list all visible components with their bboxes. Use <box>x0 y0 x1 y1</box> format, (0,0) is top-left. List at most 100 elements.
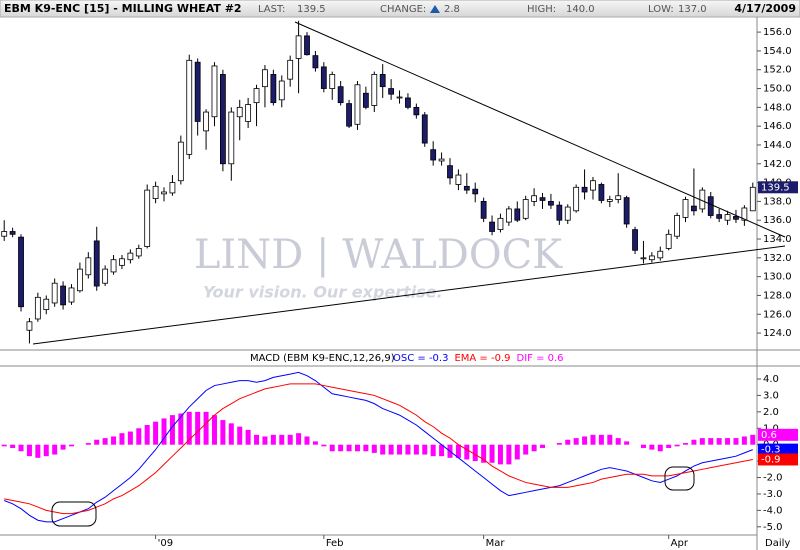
candle-body <box>724 214 731 221</box>
candle-body <box>9 231 16 235</box>
histogram-bar <box>94 439 100 445</box>
candle-body <box>295 35 302 59</box>
histogram-bar <box>540 444 546 448</box>
candle-body <box>127 252 134 261</box>
candle-body <box>362 92 369 108</box>
histogram-bar <box>52 444 58 455</box>
field-label: CHANGE: <box>380 4 426 15</box>
highlight-box <box>664 466 695 491</box>
header-date: 4/17/2009 <box>734 2 796 15</box>
candle-body <box>590 180 596 191</box>
y-tick-label: -5.0 <box>763 522 783 533</box>
candle-body <box>514 208 521 221</box>
histogram-bar <box>405 444 411 455</box>
histogram-bar <box>649 444 655 450</box>
histogram-bar <box>523 444 529 455</box>
histogram-bar <box>413 444 419 455</box>
legend-entry: DIF = 0.6 <box>517 353 564 364</box>
y-tick-label: 132.0 <box>763 253 792 264</box>
y-tick-label: 142.0 <box>763 159 792 170</box>
candle-body <box>320 66 327 89</box>
histogram-bar <box>296 433 302 445</box>
candle-body <box>34 296 41 320</box>
histogram-bar <box>287 434 293 445</box>
field-value: 140.0 <box>566 4 595 15</box>
trend-line <box>32 245 786 345</box>
candle-body <box>228 111 235 165</box>
candle-body <box>110 259 117 273</box>
candle-body <box>632 229 638 251</box>
x-axis-label: Daily <box>765 538 790 549</box>
candle-body <box>522 199 529 219</box>
histogram-bar <box>178 413 184 445</box>
y-tick-label: 144.0 <box>763 140 792 151</box>
histogram-bar <box>102 438 108 445</box>
histogram-bar <box>254 434 260 445</box>
histogram-bar <box>262 436 268 445</box>
histogram-bar <box>321 444 327 447</box>
candle-body <box>102 268 109 284</box>
candle-body <box>396 96 403 99</box>
up-arrow-icon <box>430 5 440 13</box>
histogram-bar <box>203 411 209 445</box>
candle-body <box>144 189 151 247</box>
candle-body <box>598 184 605 201</box>
header-title: EBM K9-ENC [15] - MILLING WHEAT #2 <box>4 2 242 15</box>
candle-body <box>388 88 395 95</box>
histogram-bar <box>1 444 7 447</box>
histogram-bar <box>472 444 478 462</box>
candle-body <box>606 199 613 202</box>
y-tick-label: 148.0 <box>763 102 792 113</box>
field-value: 139.5 <box>297 4 326 15</box>
candle-body <box>119 258 125 266</box>
histogram-bar <box>211 415 217 445</box>
trend-line <box>294 21 786 238</box>
candle-body <box>93 240 100 287</box>
series-line <box>4 371 753 523</box>
histogram-bar <box>35 444 41 458</box>
histogram-bar <box>354 444 360 452</box>
histogram-bar <box>237 426 243 445</box>
histogram-bar <box>220 420 226 445</box>
candle-body <box>203 111 209 132</box>
candle-body <box>287 59 294 80</box>
candle-body <box>691 205 697 212</box>
candle-body <box>177 141 184 182</box>
candle-body <box>472 188 479 195</box>
histogram-bar <box>346 444 352 452</box>
candle-body <box>640 257 647 260</box>
field-value: 137.0 <box>678 4 707 15</box>
candle-body <box>371 74 378 106</box>
histogram-bar <box>590 434 596 445</box>
candle-body <box>379 74 386 88</box>
candle-body <box>438 158 445 162</box>
candle-body <box>245 104 252 122</box>
histogram-bar <box>144 424 150 445</box>
candle-body <box>733 216 739 220</box>
x-tick-label: Feb <box>326 538 344 549</box>
candle-body <box>539 197 546 201</box>
candle-body <box>1 231 8 237</box>
candle-body <box>262 69 268 88</box>
histogram-bar <box>422 444 428 455</box>
histogram-bar <box>725 438 731 445</box>
value-box-label: 139.5 <box>761 182 790 193</box>
histogram-bar <box>186 411 192 445</box>
histogram-bar <box>439 444 445 457</box>
candle-body <box>707 196 714 216</box>
histogram-bar <box>10 444 16 448</box>
value-box-label: -0.3 <box>761 445 781 456</box>
histogram-bar <box>666 444 672 448</box>
histogram-bar <box>85 443 91 445</box>
header-bar <box>0 0 800 18</box>
candle-body <box>304 35 310 56</box>
y-tick-label: 1.0 <box>763 423 779 434</box>
histogram-bar <box>556 443 562 445</box>
y-tick-label: 2.0 <box>763 407 779 418</box>
histogram-bar <box>312 441 318 445</box>
histogram-bar <box>683 443 689 445</box>
field-value: 2.8 <box>444 4 460 15</box>
histogram-bar <box>741 436 747 445</box>
